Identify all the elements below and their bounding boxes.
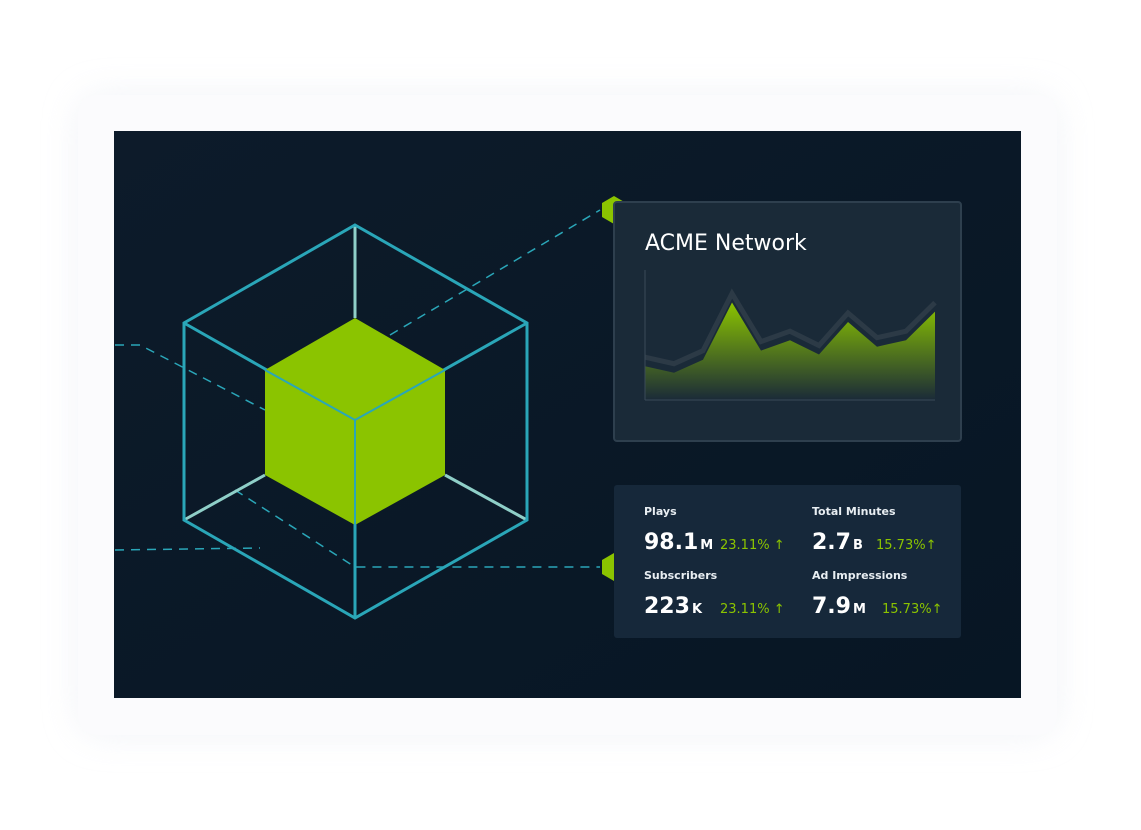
stat-change: 15.73%↑ [876,538,936,553]
stat-unit: B [853,538,863,553]
stat-label: Subscribers [644,569,718,582]
stats-card [614,485,961,638]
stat-number: 98.1 [644,530,698,555]
cube-edges [264,369,446,525]
stat-label: Total Minutes [812,505,896,518]
chart-title: ACME Network [645,231,807,256]
stat-value: 98.1 M [644,530,713,555]
stat-label: Ad Impressions [812,569,908,582]
chart [644,270,937,401]
area [645,302,935,400]
stat-change: 15.73%↑ [882,602,942,617]
stat-label: Plays [644,505,677,518]
stat-number: 2.7 [812,530,851,555]
stat-value: 223 K [644,594,703,619]
stat-number: 7.9 [812,594,851,619]
stat-value: 7.9 M [812,594,866,619]
stat-unit: M [853,602,866,617]
stat-value: 2.7 B [812,530,863,555]
stat-number: 223 [644,594,690,619]
stat-unit: K [692,602,703,617]
area-outline [644,288,937,367]
stat-change: 23.11% ↑ [720,538,785,553]
stat-unit: M [700,538,713,553]
stat-change: 23.11% ↑ [720,602,785,617]
